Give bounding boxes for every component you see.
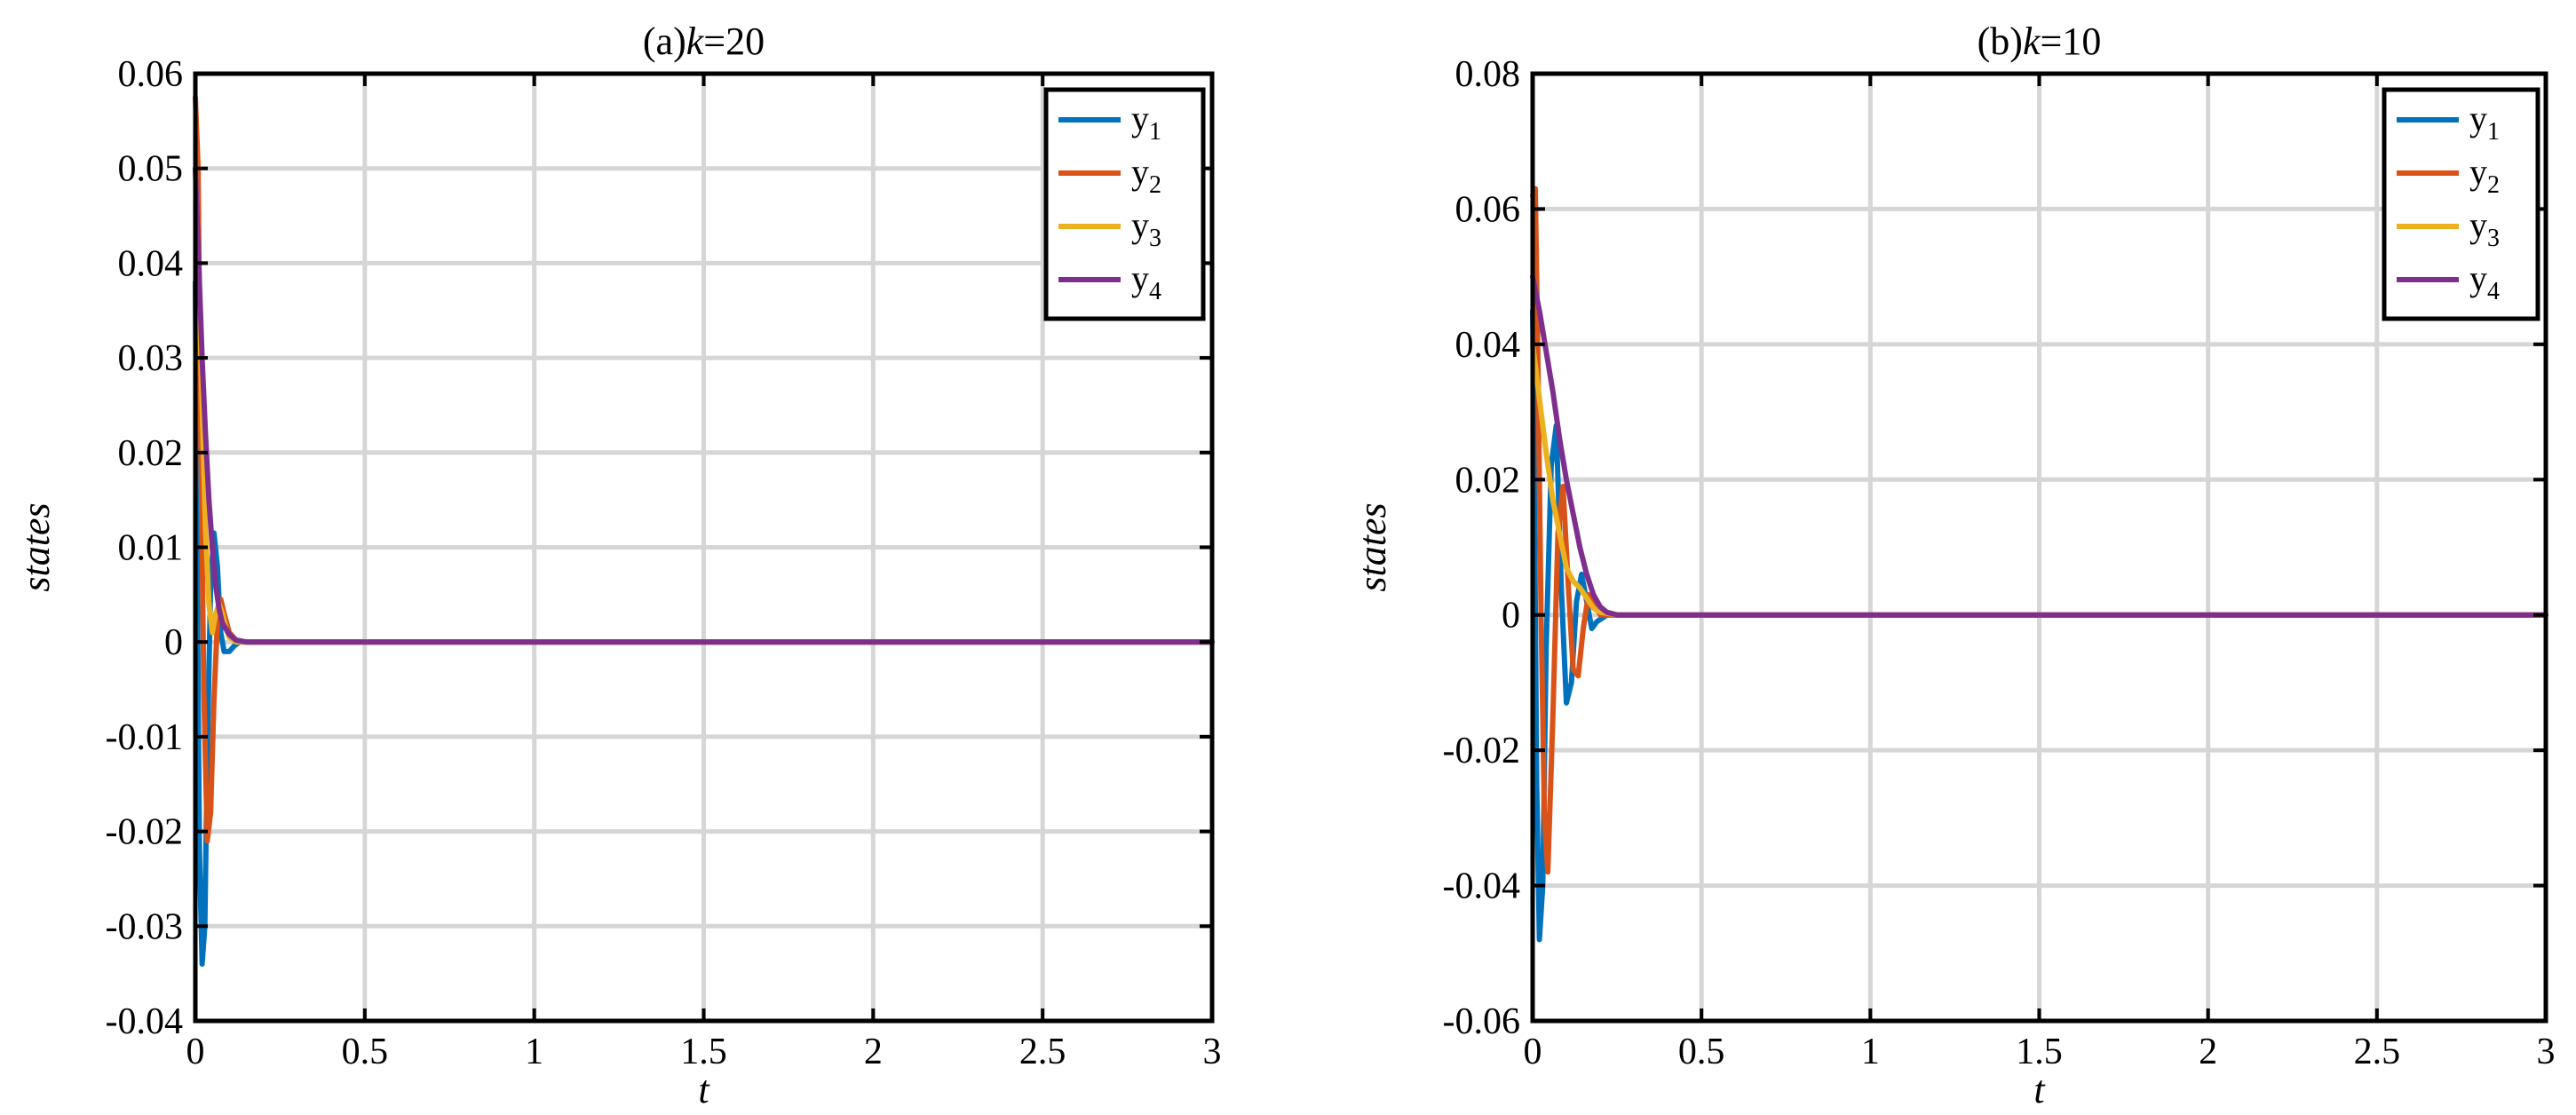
chart-title: (b)k=10 xyxy=(1978,20,2102,63)
chart-title: (a)k=20 xyxy=(643,20,765,63)
x-tick-label: 1 xyxy=(525,1032,543,1072)
x-tick-label: 2.5 xyxy=(1019,1032,1066,1072)
legend-label-y4: y4 xyxy=(1131,258,1161,305)
legend-label-y1: y1 xyxy=(2469,99,2500,146)
legend-label-sub: 4 xyxy=(2487,278,2500,305)
legend-label-base: y xyxy=(1131,205,1149,245)
y-tick-label: 0 xyxy=(164,622,183,663)
x-axis-label: t xyxy=(698,1068,710,1111)
legend-label-sub: 3 xyxy=(2487,225,2500,252)
x-tick-label: 0.5 xyxy=(342,1032,389,1072)
legend-label-y2: y2 xyxy=(1131,152,1161,199)
x-tick-label: 0 xyxy=(186,1032,205,1072)
legend-label-y2: y2 xyxy=(2469,152,2500,199)
legend-label-base: y xyxy=(2469,152,2487,192)
legend-label-y3: y3 xyxy=(2469,205,2500,252)
legend-label-sub: 1 xyxy=(2487,118,2500,146)
y-tick-label: -0.04 xyxy=(106,1001,184,1042)
legend-label-base: y xyxy=(1131,152,1149,192)
legend-label-sub: 3 xyxy=(1149,225,1161,252)
x-tick-label: 1.5 xyxy=(680,1032,727,1072)
x-tick-label: 3 xyxy=(2537,1032,2556,1072)
chart-title-rest: =20 xyxy=(703,20,765,63)
y-tick-label: 0.04 xyxy=(1455,325,1521,366)
x-tick-label: 2 xyxy=(864,1032,883,1072)
legend-label-base: y xyxy=(2469,99,2487,138)
y-tick-label: -0.02 xyxy=(106,812,184,853)
y-tick-label: 0.02 xyxy=(118,433,184,474)
chart-a: 0 0.5 1 1.5 2 2.5 3 -0.04 -0.03 -0.02 -0.01 0 0.01 0.… xyxy=(14,20,1222,1111)
chart-title-var: k xyxy=(2023,20,2041,63)
legend-label-y3: y3 xyxy=(1131,205,1161,252)
legend-label-sub: 4 xyxy=(1149,278,1161,305)
y-axis-label: states xyxy=(1351,502,1394,591)
legend-box xyxy=(1043,87,1206,321)
legend-label-base: y xyxy=(1131,258,1149,298)
chart-title-var: k xyxy=(686,20,705,63)
y-tick-label: 0.02 xyxy=(1455,460,1521,501)
series-line-y4 xyxy=(1530,273,2548,618)
legend-label-y4: y4 xyxy=(2469,258,2500,305)
y-tick-label: 0.03 xyxy=(118,338,184,379)
x-tick-label: 2.5 xyxy=(2354,1032,2401,1072)
x-axis-label: t xyxy=(2033,1068,2046,1111)
x-tick-label: 2 xyxy=(2199,1032,2217,1072)
y-tick-label: -0.01 xyxy=(106,717,184,758)
legend-box xyxy=(2382,87,2540,321)
x-tick-label: 0 xyxy=(1524,1032,1542,1072)
legend-label-sub: 2 xyxy=(2487,171,2500,199)
x-tick-label: 1.5 xyxy=(2016,1032,2063,1072)
y-tick-label: 0.06 xyxy=(1455,189,1521,230)
chart-title-rest: =10 xyxy=(2041,20,2102,63)
legend-label-y1: y1 xyxy=(1131,99,1161,146)
y-tick-label: 0.06 xyxy=(118,54,184,95)
legend-label-sub: 2 xyxy=(1149,171,1161,199)
series-line-y4 xyxy=(193,165,1215,645)
legend-label-sub: 1 xyxy=(1149,118,1161,146)
chart-title-prefix: (a) xyxy=(643,20,686,63)
x-tick-label: 0.5 xyxy=(1678,1032,1725,1072)
x-tick-label: 1 xyxy=(1861,1032,1880,1072)
legend-label-base: y xyxy=(1131,99,1149,138)
legend-label-base: y xyxy=(2469,205,2487,245)
chart-title-prefix: (b) xyxy=(1978,20,2023,63)
y-tick-label: -0.04 xyxy=(1443,866,1521,907)
y-tick-label: -0.06 xyxy=(1443,1001,1521,1042)
y-axis-label: states xyxy=(14,502,58,591)
legend-label-base: y xyxy=(2469,258,2487,298)
y-tick-label: 0.08 xyxy=(1455,54,1521,95)
chart-b: 0 0.5 1 1.5 2 2.5 3 -0.06 -0.04 -0.02 0 0.02 0.04 0.0… xyxy=(1351,20,2556,1111)
x-tick-label: 3 xyxy=(1203,1032,1222,1072)
y-tick-label: 0.05 xyxy=(118,149,184,190)
y-tick-label: -0.02 xyxy=(1443,731,1521,771)
y-tick-label: 0 xyxy=(1502,596,1520,637)
y-tick-label: 0.01 xyxy=(118,528,184,569)
y-tick-label: -0.03 xyxy=(106,906,184,947)
y-tick-label: 0.04 xyxy=(118,243,184,284)
